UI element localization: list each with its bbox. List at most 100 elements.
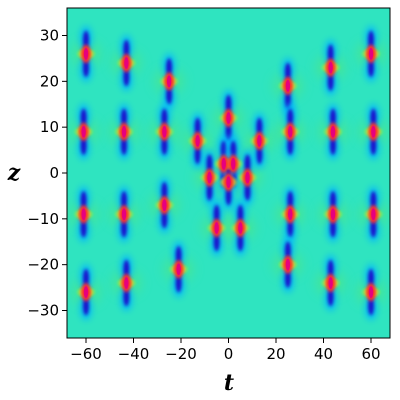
trough-core bbox=[83, 297, 89, 316]
peak-core bbox=[166, 75, 172, 88]
peak-core bbox=[121, 125, 127, 138]
trough-core bbox=[80, 219, 87, 238]
trough-core bbox=[330, 191, 336, 210]
trough-core bbox=[213, 233, 220, 251]
peak-core bbox=[214, 222, 219, 234]
peak-core bbox=[124, 57, 129, 69]
y-tick-label: 20 bbox=[40, 72, 59, 90]
x-tick-label: 0 bbox=[224, 345, 234, 363]
trough-core bbox=[161, 210, 168, 229]
trough-core bbox=[244, 154, 251, 173]
x-tick-label: 20 bbox=[266, 345, 285, 363]
peak-core bbox=[257, 134, 262, 147]
peak-core bbox=[371, 208, 376, 221]
peak-core bbox=[285, 79, 291, 92]
peak-core bbox=[124, 277, 129, 289]
trough-core bbox=[327, 288, 334, 306]
peak-core bbox=[226, 112, 231, 124]
trough-core bbox=[327, 44, 334, 63]
trough-core bbox=[237, 233, 244, 251]
trough-core bbox=[256, 145, 263, 164]
y-tick-label: −20 bbox=[27, 256, 59, 274]
trough-core bbox=[206, 182, 213, 201]
trough-core bbox=[368, 58, 374, 77]
trough-core bbox=[83, 269, 89, 288]
x-tick-label: −20 bbox=[165, 345, 197, 363]
trough-core bbox=[80, 136, 87, 155]
trough-core bbox=[213, 205, 220, 223]
trough-core bbox=[284, 241, 291, 260]
trough-core bbox=[166, 58, 173, 77]
trough-core bbox=[330, 219, 336, 238]
trough-core bbox=[83, 30, 89, 49]
trough-core bbox=[83, 58, 89, 77]
x-axis-label: t bbox=[224, 370, 234, 396]
peak-core bbox=[83, 47, 89, 60]
trough-core bbox=[123, 260, 130, 278]
trough-core bbox=[225, 95, 232, 113]
heatmap-layer bbox=[69, 25, 388, 321]
trough-core bbox=[237, 205, 244, 223]
trough-core bbox=[370, 108, 377, 127]
trough-core bbox=[161, 182, 168, 201]
trough-core bbox=[121, 108, 127, 127]
trough-core bbox=[284, 62, 291, 81]
peak-core bbox=[207, 171, 212, 184]
y-tick-label: 0 bbox=[49, 164, 59, 182]
peak-core bbox=[285, 258, 291, 271]
trough-core bbox=[368, 269, 374, 288]
trough-core bbox=[284, 269, 291, 288]
trough-core bbox=[194, 117, 201, 136]
y-axis-label: z bbox=[7, 160, 21, 186]
trough-core bbox=[368, 30, 374, 49]
peak-core bbox=[330, 208, 336, 221]
trough-core bbox=[175, 246, 182, 265]
x-tick-label: 60 bbox=[361, 345, 380, 363]
trough-core bbox=[123, 40, 130, 58]
peak-core bbox=[371, 125, 376, 138]
trough-core bbox=[166, 86, 173, 105]
peak-core bbox=[328, 277, 333, 289]
peak-core bbox=[121, 208, 127, 221]
peak-core bbox=[238, 222, 243, 234]
peak-core bbox=[330, 125, 336, 138]
peak-core bbox=[328, 61, 333, 74]
trough-core bbox=[287, 136, 294, 155]
trough-core bbox=[287, 219, 294, 238]
x-tick-label: 40 bbox=[314, 345, 333, 363]
peak-core bbox=[368, 286, 374, 299]
peak-core bbox=[288, 125, 293, 138]
peak-core bbox=[162, 125, 167, 138]
trough-core bbox=[287, 191, 294, 210]
peak-core bbox=[81, 208, 86, 221]
trough-core bbox=[368, 297, 374, 316]
y-tick-label: 30 bbox=[40, 27, 59, 45]
trough-core bbox=[225, 123, 232, 141]
trough-core bbox=[80, 108, 87, 127]
trough-core bbox=[327, 72, 334, 91]
peak-core bbox=[231, 157, 236, 170]
peak-core bbox=[162, 199, 167, 212]
trough-core bbox=[206, 154, 213, 173]
y-tick-label: 10 bbox=[40, 118, 59, 136]
x-tick-label: −40 bbox=[118, 345, 150, 363]
trough-core bbox=[230, 140, 237, 159]
trough-core bbox=[256, 117, 263, 136]
trough-core bbox=[123, 68, 130, 86]
peak-core bbox=[221, 157, 226, 170]
trough-core bbox=[80, 191, 87, 210]
y-axis-ticks: −30 −20 −10 0 10 20 30 bbox=[27, 27, 67, 320]
trough-core bbox=[287, 108, 294, 127]
trough-core bbox=[330, 108, 336, 127]
trough-core bbox=[225, 187, 232, 206]
peak-core bbox=[176, 263, 181, 276]
x-axis-ticks: −60 −40 −20 0 20 40 60 bbox=[70, 338, 381, 363]
trough-core bbox=[175, 274, 182, 293]
peak-core bbox=[195, 134, 200, 147]
peak-core bbox=[288, 208, 293, 221]
trough-core bbox=[121, 191, 127, 210]
peak-core bbox=[83, 286, 89, 299]
trough-core bbox=[123, 288, 130, 306]
peak-core bbox=[81, 125, 86, 138]
